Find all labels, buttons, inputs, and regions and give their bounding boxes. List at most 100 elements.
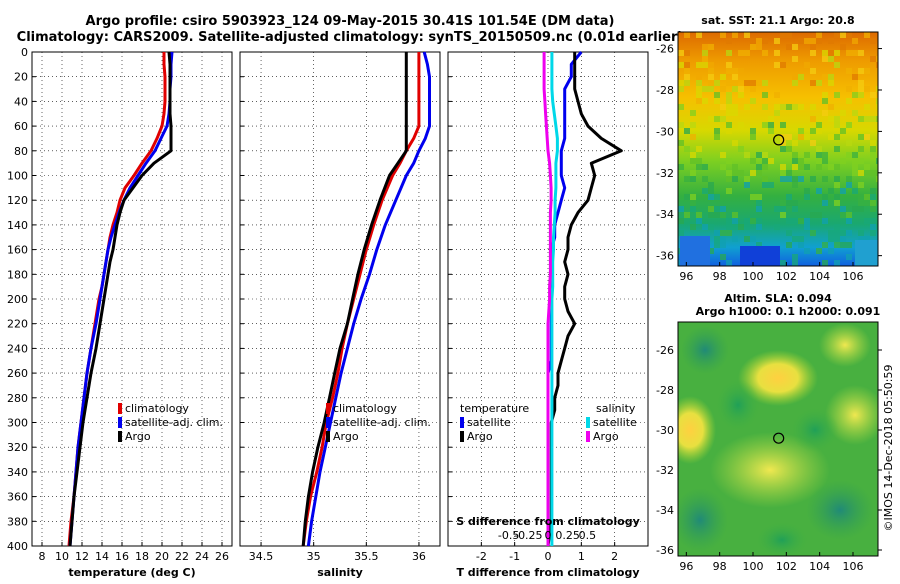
legend-label-temperature: satellite bbox=[467, 416, 511, 429]
sst-pixel bbox=[852, 92, 858, 98]
legend-temperature-title: temperature bbox=[460, 402, 529, 415]
sst-pixel bbox=[732, 170, 738, 176]
sst-pixel bbox=[858, 116, 864, 122]
sst-pixel bbox=[720, 152, 726, 158]
sst-pixel bbox=[696, 164, 702, 170]
sst-pixel bbox=[852, 158, 858, 164]
sst-pixel bbox=[816, 188, 822, 194]
sst-pixel bbox=[864, 68, 870, 74]
sst-pixel bbox=[816, 122, 822, 128]
sst-pixel bbox=[858, 170, 864, 176]
sst-pixel bbox=[864, 32, 870, 38]
sst-pixel bbox=[804, 194, 810, 200]
s-difference-tick-label: 0.25 bbox=[555, 529, 580, 542]
sst-pixel bbox=[828, 38, 834, 44]
sla-high-blob-center bbox=[738, 350, 818, 406]
sst-pixel bbox=[726, 224, 732, 230]
sst-pixel bbox=[774, 104, 780, 110]
sst-pixel bbox=[702, 44, 708, 50]
salinity-series-argo bbox=[301, 52, 408, 547]
sst-pixel bbox=[726, 128, 732, 134]
sst-pixel bbox=[762, 80, 768, 86]
sst-pixel bbox=[822, 200, 828, 206]
sst-pixel bbox=[846, 254, 852, 260]
temperature-xtick-label: 14 bbox=[95, 550, 109, 563]
sst-pixel bbox=[684, 194, 690, 200]
salinity-legend-label: climatology bbox=[333, 402, 397, 415]
sst-pixel bbox=[846, 152, 852, 158]
sst-pixel bbox=[876, 116, 878, 122]
sst-pixel bbox=[720, 164, 726, 170]
sla_map-ytick-label: -30 bbox=[656, 424, 674, 437]
sst-pixel bbox=[780, 146, 786, 152]
sst-pixel bbox=[684, 176, 690, 182]
sst-pixel bbox=[732, 140, 738, 146]
sst-pixel bbox=[870, 56, 876, 62]
difference-xtick-label: 1 bbox=[578, 550, 585, 563]
sst-pixel bbox=[786, 242, 792, 248]
sst-pixel bbox=[870, 92, 876, 98]
sst-pixel bbox=[792, 182, 798, 188]
depth-tick-label: 180 bbox=[7, 268, 28, 281]
sst-pixel bbox=[684, 32, 690, 38]
sst_map-xtick-label: 96 bbox=[679, 270, 693, 283]
sst-pixel bbox=[798, 164, 804, 170]
sst-pixel bbox=[732, 164, 738, 170]
sst-pixel bbox=[798, 218, 804, 224]
sst-pixel bbox=[792, 56, 798, 62]
sst-pixel bbox=[870, 140, 876, 146]
sst-pixel bbox=[852, 110, 858, 116]
sst-pixel bbox=[828, 50, 834, 56]
sst-pixel bbox=[750, 158, 756, 164]
sst-pixel bbox=[714, 236, 720, 242]
sst-pixel bbox=[840, 128, 846, 134]
sst-pixel bbox=[714, 128, 720, 134]
sst-pixel bbox=[726, 170, 732, 176]
sst-pixel bbox=[846, 122, 852, 128]
sst-pixel bbox=[696, 212, 702, 218]
sst-pixel bbox=[876, 62, 878, 68]
sla_map-ytick-label: -34 bbox=[656, 504, 674, 517]
sst-pixel bbox=[864, 116, 870, 122]
difference-xtick-label: -2 bbox=[476, 550, 487, 563]
sst-pixel bbox=[690, 200, 696, 206]
sst-pixel bbox=[780, 122, 786, 128]
sst-pixel bbox=[774, 92, 780, 98]
sla-map-title: Altim. SLA: 0.094 bbox=[724, 292, 832, 305]
sst-pixel bbox=[804, 218, 810, 224]
sst-pixel bbox=[840, 32, 846, 38]
sst-pixel bbox=[816, 128, 822, 134]
sst-pixel bbox=[726, 98, 732, 104]
sst-pixel bbox=[726, 176, 732, 182]
temperature-legend-label: climatology bbox=[125, 402, 189, 415]
depth-tick-label: 260 bbox=[7, 367, 28, 380]
credit-text: ©IMOS 14-Dec-2018 05:50:59 bbox=[882, 365, 895, 532]
salinity-legend-swatch bbox=[326, 403, 330, 414]
sla_map-xtick-label: 102 bbox=[776, 560, 797, 573]
sst-cold-patch-east bbox=[855, 240, 878, 266]
sst-pixel bbox=[714, 206, 720, 212]
sst-pixel bbox=[762, 158, 768, 164]
sst_map-ytick-label: -36 bbox=[656, 250, 674, 263]
salinity-xtick-label: 35 bbox=[307, 550, 321, 563]
sst-pixel bbox=[756, 194, 762, 200]
sst-pixel bbox=[738, 146, 744, 152]
sst-map-frame bbox=[677, 31, 879, 267]
sst-pixel bbox=[828, 74, 834, 80]
legend-swatch-temperature bbox=[460, 431, 464, 442]
salinity-xlabel: salinity bbox=[317, 566, 363, 579]
sla-low-blob-se bbox=[806, 480, 874, 540]
sst-pixel bbox=[786, 170, 792, 176]
depth-tick-label: 160 bbox=[7, 244, 28, 257]
sst-pixel bbox=[708, 188, 714, 194]
sst-pixel bbox=[822, 194, 828, 200]
sst-pixel bbox=[732, 224, 738, 230]
sst-pixel bbox=[744, 32, 750, 38]
sst-pixel bbox=[732, 32, 738, 38]
sst-pixel bbox=[690, 194, 696, 200]
salinity-xtick-label: 36 bbox=[412, 550, 426, 563]
sst-pixel bbox=[798, 128, 804, 134]
sst-pixel bbox=[858, 194, 864, 200]
